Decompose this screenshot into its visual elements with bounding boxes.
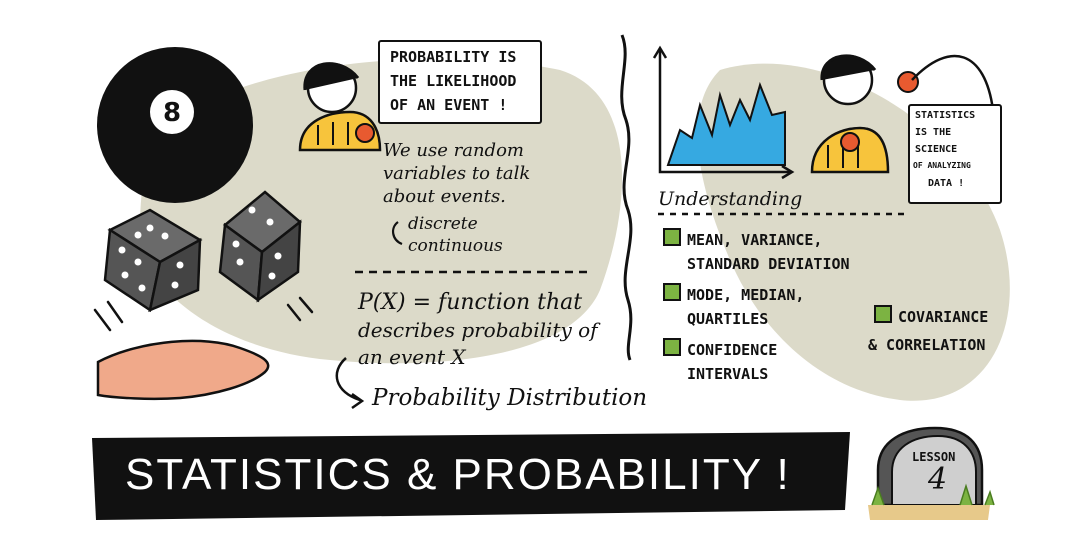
topic-confidence-line-2: INTERVALS: [687, 365, 769, 383]
statistics-bubble-line-2: IS THE: [915, 127, 952, 138]
check-icon: [663, 228, 681, 246]
dice-right-icon: [218, 190, 302, 303]
random-variables-line-1: We use random: [383, 140, 524, 161]
px-line-3: an event X: [358, 345, 466, 369]
statistics-bubble-line-4: OF ANALYZING: [913, 161, 971, 170]
type-discrete: discrete: [408, 214, 478, 234]
understanding-heading: Understanding: [658, 188, 803, 210]
person-statistics: [810, 54, 995, 174]
probability-bubble-line-2: THE LIKELIHOOD: [390, 72, 517, 90]
statistics-bubble-line-3: SCIENCE: [915, 144, 958, 155]
topic-covariance-line-1: COVARIANCE: [898, 308, 989, 326]
eight-ball-icon: [97, 47, 253, 203]
check-icon: [663, 283, 681, 301]
topic-mode-line-1: MODE, MEDIAN,: [687, 286, 805, 304]
probability-bubble-line-1: PROBABILITY IS: [390, 48, 517, 66]
statistics-bubble-line-5: DATA !: [928, 178, 965, 189]
eight-ball-number: 8: [163, 98, 182, 128]
type-continuous: continuous: [408, 236, 503, 256]
statistics-bubble-line-1: STATISTICS: [915, 110, 976, 121]
random-variables-line-2: variables to talk: [383, 163, 531, 184]
topic-covariance-line-2: & CORRELATION: [868, 336, 986, 354]
px-line-2: describes probability of: [358, 318, 598, 342]
person-probability: [298, 62, 382, 152]
topic-mode-line-2: QUARTILES: [687, 310, 769, 328]
probability-bubble-line-3: OF AN EVENT !: [390, 96, 508, 114]
random-variables-line-3: about events.: [383, 186, 506, 207]
lesson-tombstone-icon: [868, 426, 995, 520]
dice-left-icon: [103, 208, 203, 313]
lesson-label: LESSON: [912, 450, 956, 464]
probability-distribution-label: Probability Distribution: [372, 385, 648, 411]
check-icon: [663, 338, 681, 356]
types-brace: [392, 221, 403, 246]
topic-confidence-intervals: CONFIDENCE INTERVALS: [663, 338, 777, 386]
topic-mean-line-1: MEAN, VARIANCE,: [687, 231, 823, 249]
topic-mean-variance: MEAN, VARIANCE, STANDARD DEVIATION: [663, 228, 850, 276]
main-title: STATISTICS & PROBABILITY !: [125, 450, 791, 499]
area-chart-sketch: [652, 45, 795, 180]
topic-mode-median: MODE, MEDIAN, QUARTILES: [663, 283, 804, 331]
title-banner: [92, 432, 850, 520]
topic-mean-line-2: STANDARD DEVIATION: [687, 255, 850, 273]
topic-confidence-line-1: CONFIDENCE: [687, 341, 778, 359]
topic-covariance-correlation: COVARIANCE & CORRELATION: [868, 303, 988, 359]
check-icon: [874, 305, 892, 323]
px-line-1: P(X) = function that: [358, 290, 583, 315]
motion-lines: [93, 296, 314, 332]
hand-icon: [96, 339, 270, 401]
lesson-number: 4: [928, 462, 948, 497]
probability-speech-bubble: PROBABILITY IS THE LIKELIHOOD OF AN EVEN…: [378, 40, 542, 124]
section-divider: [620, 34, 633, 361]
statistics-speech-bubble: STATISTICS IS THE SCIENCE OF ANALYZING D…: [908, 104, 1002, 204]
distribution-arrow: [335, 357, 365, 410]
